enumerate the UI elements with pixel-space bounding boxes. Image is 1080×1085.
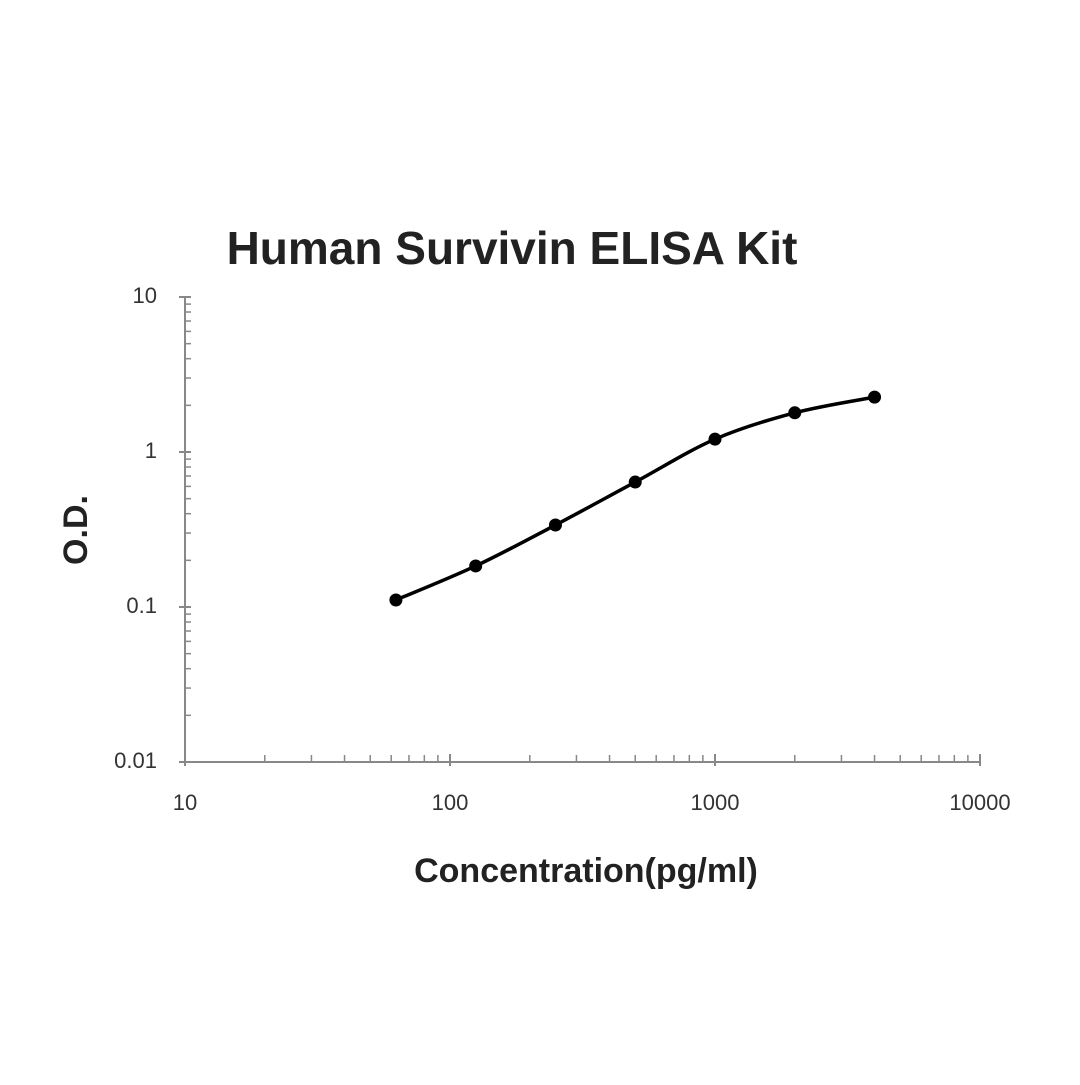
y-tick-label: 1	[145, 438, 157, 463]
data-point	[389, 593, 403, 607]
x-tick-label: 1000	[691, 790, 740, 815]
data-point	[788, 406, 802, 420]
y-tick-label: 10	[133, 283, 157, 308]
fit-curve	[395, 395, 875, 602]
x-tick-label: 100	[432, 790, 469, 815]
data-point	[628, 475, 642, 489]
data-point	[469, 559, 483, 573]
x-tick-label: 10	[173, 790, 197, 815]
y-tick-label: 0.01	[114, 748, 157, 773]
data-point	[708, 432, 722, 446]
x-tick-label: 10000	[949, 790, 1010, 815]
data-point	[868, 390, 882, 404]
chart-title: Human Survivin ELISA Kit	[227, 222, 798, 274]
x-axis-label: Concentration(pg/ml)	[414, 852, 758, 890]
data-point	[548, 518, 562, 532]
y-axis-label: O.D.	[57, 495, 95, 565]
y-tick-label: 0.1	[126, 593, 157, 618]
